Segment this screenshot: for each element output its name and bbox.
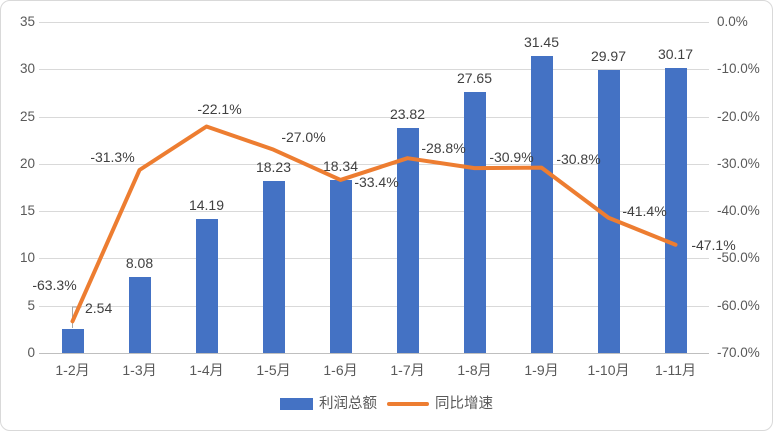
x-axis-tick-label: 1-8月 [457,362,492,378]
gridline [39,69,709,71]
x-axis-tick-label: 1-4月 [189,362,224,378]
x-axis-baseline [39,353,709,354]
x-axis-tick-label: 1-2月 [55,362,90,378]
y2-axis-tick-label: 0.0% [717,14,748,29]
x-axis-tick-label: 1-6月 [323,362,358,378]
legend-label: 利润总额 [319,396,377,412]
callout-leader-line [72,306,82,328]
line-point-label: -41.4% [622,202,667,219]
y2-axis-tick-label: -60.0% [717,297,760,313]
bar [530,55,553,353]
line-point-label: -63.3% [32,277,77,294]
chart-legend: 利润总额 同比增速 [1,395,772,413]
y-axis-tick-label: 0 [27,345,35,360]
legend-label: 同比增速 [435,396,493,412]
line-point-label: -30.8% [556,150,601,167]
bar [329,179,352,353]
legend-item-profit-total: 利润总额 [280,395,377,413]
y-axis-tick-label: 25 [19,108,35,124]
bar [396,127,419,353]
bar-value-label: 18.23 [255,158,292,175]
bar [128,276,151,353]
bar-value-label: 8.08 [125,254,154,271]
y2-axis-tick-label: -50.0% [717,250,760,266]
legend-line-swatch [387,402,429,406]
bar-value-label: 18.34 [322,157,359,174]
line-point-label: -31.3% [90,149,135,165]
y2-axis-tick-label: -10.0% [717,61,760,77]
y-axis-tick-label: 10 [19,250,35,266]
x-axis-tick-label: 1-5月 [256,362,291,378]
bar [61,328,84,353]
bar-value-label: 31.45 [523,33,560,50]
legend-bar-swatch [280,398,313,410]
x-axis-tick-label: 1-7月 [390,362,425,378]
bar [262,180,285,353]
line-point-label: -30.9% [489,149,534,166]
y2-axis-tick-label: -30.0% [717,155,760,171]
bar [463,91,486,353]
y2-axis-tick-label: -70.0% [717,345,760,360]
line-point-label: -47.1% [691,236,736,253]
y-axis-tick-label: 5 [27,297,35,313]
x-axis-tick-label: 1-3月 [122,362,157,378]
bar-value-label: 14.19 [188,196,225,213]
y-axis-tick-label: 20 [19,155,35,171]
bar-value-label: 30.17 [657,45,694,62]
line-point-label: -22.1% [197,100,242,117]
bar [195,218,218,353]
line-point-label: -33.4% [354,173,399,190]
bar-value-label: 29.97 [590,47,627,64]
y-axis-tick-label: 35 [19,14,35,29]
bar-value-label: 23.82 [389,105,426,122]
bar-value-label: 27.65 [456,69,493,86]
bar-value-label: 2.54 [85,300,113,316]
y-axis-tick-label: 30 [19,61,35,77]
x-axis-tick-label: 1-11月 [655,362,696,378]
line-point-label: -28.8% [421,140,466,157]
y2-axis-tick-label: -20.0% [717,108,760,124]
gridline [39,22,709,23]
gridline [39,116,709,118]
legend-item-yoy-growth: 同比增速 [387,395,493,413]
x-axis-tick-label: 1-10月 [587,362,630,378]
line-point-label: -27.0% [281,128,326,145]
y-axis-tick-label: 15 [19,203,35,219]
x-axis-tick-label: 1-9月 [524,362,559,378]
y2-axis-tick-label: -40.0% [717,203,760,219]
